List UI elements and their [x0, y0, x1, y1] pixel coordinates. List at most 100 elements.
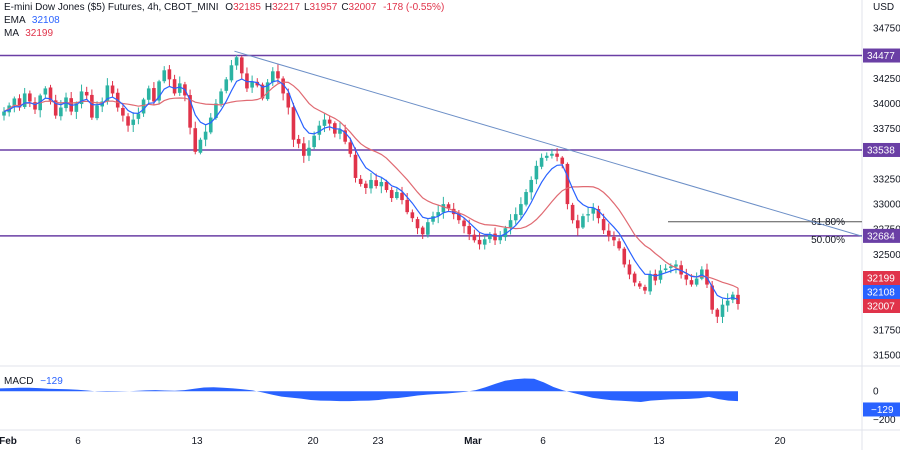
candle-body[interactable] [219, 91, 223, 104]
candle-body[interactable] [281, 78, 285, 94]
candle-body[interactable] [539, 157, 544, 167]
candle-body[interactable] [296, 138, 301, 144]
candle-body[interactable] [167, 69, 172, 80]
candle-body[interactable] [28, 93, 32, 102]
candle-body[interactable] [606, 230, 611, 237]
candle-body[interactable] [177, 83, 182, 93]
candle-body[interactable] [674, 264, 678, 267]
candle-body[interactable] [663, 268, 668, 270]
candle-body[interactable] [415, 219, 420, 229]
candle-body[interactable] [353, 154, 358, 178]
candle-body[interactable] [596, 209, 601, 219]
candle-body[interactable] [736, 294, 740, 304]
ema-line[interactable] [3, 78, 739, 300]
candle-body[interactable] [426, 222, 430, 235]
candle-body[interactable] [59, 107, 63, 117]
candle-body[interactable] [436, 212, 440, 216]
trendline[interactable] [234, 50, 863, 237]
candle-body[interactable] [364, 183, 368, 188]
candle-body[interactable] [327, 119, 332, 124]
candle-body[interactable] [503, 228, 508, 238]
candle-body[interactable] [488, 234, 492, 240]
candle-body[interactable] [12, 98, 17, 106]
candle-body[interactable] [524, 192, 528, 205]
candle-body[interactable] [560, 157, 565, 164]
candle-body[interactable] [17, 98, 22, 108]
candle-body[interactable] [343, 130, 347, 142]
candle-body[interactable] [498, 236, 503, 241]
candle-body[interactable] [653, 273, 658, 281]
candle-body[interactable] [250, 81, 254, 88]
candle-body[interactable] [157, 81, 161, 101]
candle-body[interactable] [90, 94, 94, 118]
candle-body[interactable] [291, 107, 296, 140]
candle-body[interactable] [648, 274, 652, 292]
candle-body[interactable] [214, 103, 218, 119]
candle-body[interactable] [627, 264, 632, 275]
candle-body[interactable] [684, 275, 689, 280]
candle-body[interactable] [358, 178, 363, 184]
candle-body[interactable] [457, 213, 461, 221]
ma-legend[interactable]: MA 32199 [4, 28, 53, 40]
candle-body[interactable] [110, 85, 115, 94]
candle-body[interactable] [322, 119, 327, 126]
candle-body[interactable] [245, 73, 249, 89]
candle-body[interactable] [224, 79, 229, 91]
candle-body[interactable] [48, 87, 53, 101]
candle-body[interactable] [348, 142, 353, 154]
candle-body[interactable] [105, 85, 110, 102]
candle-body[interactable] [477, 239, 482, 245]
candle-body[interactable] [431, 216, 435, 222]
candle-body[interactable] [188, 95, 192, 128]
candle-body[interactable] [591, 208, 596, 214]
candle-body[interactable] [260, 84, 265, 99]
candle-body[interactable] [43, 88, 48, 95]
candle-body[interactable] [152, 88, 156, 102]
candle-body[interactable] [400, 192, 404, 201]
macd-legend[interactable]: MACD −129 [4, 376, 63, 388]
candle-body[interactable] [53, 100, 58, 116]
candle-body[interactable] [601, 219, 606, 231]
candle-body[interactable] [637, 283, 642, 287]
candle-body[interactable] [131, 119, 136, 125]
candle-body[interactable] [689, 280, 694, 285]
candle-body[interactable] [441, 204, 446, 213]
candle-body[interactable] [669, 266, 673, 268]
candle-body[interactable] [446, 204, 451, 209]
candle-body[interactable] [544, 155, 549, 158]
candle-body[interactable] [374, 180, 378, 186]
candle-body[interactable] [389, 190, 394, 199]
candle-body[interactable] [229, 65, 234, 81]
candle-body[interactable] [493, 233, 497, 241]
candle-body[interactable] [534, 165, 539, 180]
candle-body[interactable] [74, 103, 79, 112]
candle-body[interactable] [234, 57, 239, 66]
candle-body[interactable] [700, 269, 704, 279]
candle-body[interactable] [317, 125, 322, 135]
ma-line[interactable] [3, 81, 739, 289]
candle-body[interactable] [575, 220, 580, 229]
candle-body[interactable] [715, 309, 720, 317]
candle-body[interactable] [146, 88, 151, 100]
candle-body[interactable] [84, 91, 89, 96]
macd-area[interactable] [0, 378, 738, 403]
candle-body[interactable] [203, 131, 208, 140]
candle-body[interactable] [420, 227, 425, 235]
candle-body[interactable] [472, 234, 477, 241]
candle-body[interactable] [405, 199, 409, 213]
candle-body[interactable] [302, 143, 306, 156]
candle-body[interactable] [710, 285, 714, 310]
candle-body[interactable] [555, 153, 559, 157]
candle-body[interactable] [338, 129, 342, 134]
candle-body[interactable] [410, 212, 415, 219]
candle-body[interactable] [141, 99, 146, 114]
candle-body[interactable] [694, 278, 699, 285]
candle-body[interactable] [467, 225, 472, 235]
candle-body[interactable] [384, 181, 389, 191]
candle-body[interactable] [33, 102, 37, 110]
candle-body[interactable] [617, 241, 621, 249]
candle-body[interactable] [581, 216, 585, 228]
candle-body[interactable] [570, 204, 575, 221]
candle-body[interactable] [286, 93, 291, 108]
